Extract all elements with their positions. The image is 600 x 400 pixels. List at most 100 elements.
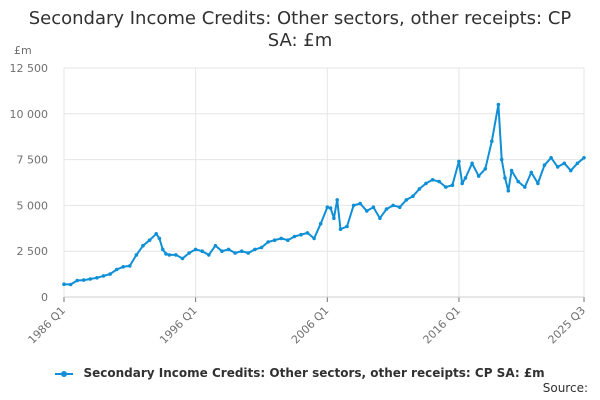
y-tick-label: 10 000: [10, 108, 49, 121]
data-point[interactable]: [266, 240, 270, 244]
data-point[interactable]: [470, 161, 474, 166]
data-point[interactable]: [141, 243, 145, 248]
data-point[interactable]: [430, 178, 435, 182]
data-point[interactable]: [450, 183, 455, 187]
data-point[interactable]: [371, 205, 376, 209]
data-point[interactable]: [569, 168, 573, 173]
data-point[interactable]: [286, 238, 290, 242]
data-point[interactable]: [193, 247, 198, 252]
source-label: Source:: [542, 381, 588, 395]
data-point[interactable]: [338, 227, 343, 231]
data-point[interactable]: [483, 167, 488, 171]
data-point[interactable]: [164, 252, 168, 256]
gridlines: [63, 67, 585, 298]
data-point[interactable]: [180, 256, 185, 261]
x-tick-label: 2006 Q1: [289, 304, 332, 347]
data-point[interactable]: [351, 203, 356, 208]
data-point[interactable]: [542, 163, 547, 167]
x-tick-label: 1996 Q1: [157, 304, 200, 347]
data-point[interactable]: [575, 161, 580, 166]
data-point[interactable]: [457, 159, 461, 164]
data-point[interactable]: [246, 251, 251, 255]
data-point[interactable]: [312, 236, 316, 241]
data-point[interactable]: [292, 234, 297, 239]
data-point[interactable]: [444, 185, 448, 189]
data-point[interactable]: [460, 181, 465, 186]
data-point[interactable]: [476, 174, 481, 178]
data-point[interactable]: [555, 165, 560, 169]
data-point[interactable]: [536, 181, 540, 186]
data-point[interactable]: [335, 198, 340, 202]
data-point[interactable]: [506, 188, 511, 193]
data-point[interactable]: [529, 170, 534, 175]
data-point[interactable]: [213, 243, 218, 248]
data-point[interactable]: [68, 282, 73, 287]
data-point[interactable]: [128, 264, 132, 268]
data-point[interactable]: [62, 282, 66, 287]
data-point[interactable]: [233, 251, 237, 255]
data-point[interactable]: [207, 253, 211, 257]
data-point[interactable]: [391, 203, 395, 208]
data-point[interactable]: [411, 194, 415, 198]
data-point[interactable]: [562, 161, 567, 166]
data-point[interactable]: [509, 168, 514, 173]
data-point[interactable]: [437, 179, 442, 184]
y-tick-label: 2 500: [17, 245, 49, 258]
data-point[interactable]: [496, 102, 501, 107]
data-point[interactable]: [503, 176, 507, 180]
data-point[interactable]: [299, 232, 303, 237]
data-point[interactable]: [332, 216, 336, 220]
data-point[interactable]: [516, 179, 520, 184]
x-axis: 1986 Q1 1996 Q1 2006 Q1 2016 Q1 2025 Q3: [26, 296, 588, 347]
data-point[interactable]: [279, 236, 284, 241]
data-point[interactable]: [499, 157, 504, 162]
data-point[interactable]: [147, 238, 152, 242]
data-point[interactable]: [582, 156, 586, 160]
data-point[interactable]: [463, 176, 468, 180]
data-point[interactable]: [157, 236, 162, 241]
data-point[interactable]: [272, 238, 277, 242]
chart-title-line-2: SA: £m: [267, 30, 333, 51]
data-point[interactable]: [318, 221, 323, 226]
data-point[interactable]: [490, 139, 494, 144]
data-point[interactable]: [384, 207, 389, 211]
legend[interactable]: Secondary Income Credits: Other sectors,…: [0, 366, 600, 380]
data-point[interactable]: [259, 245, 264, 250]
data-point[interactable]: [417, 187, 422, 191]
data-point[interactable]: [220, 249, 224, 253]
data-point[interactable]: [187, 251, 191, 255]
data-point[interactable]: [226, 247, 231, 252]
data-point[interactable]: [328, 206, 333, 210]
data-point[interactable]: [101, 274, 106, 278]
data-point[interactable]: [325, 205, 330, 209]
data-point[interactable]: [397, 205, 402, 209]
chart-title: Secondary Income Credits: Other sectors,…: [0, 8, 600, 52]
data-point[interactable]: [114, 267, 119, 272]
data-point[interactable]: [239, 249, 244, 253]
data-point[interactable]: [378, 216, 382, 220]
data-point[interactable]: [154, 232, 158, 236]
data-point[interactable]: [358, 201, 363, 206]
data-point[interactable]: [88, 277, 93, 281]
data-point[interactable]: [174, 253, 178, 257]
data-point[interactable]: [160, 247, 165, 252]
data-point[interactable]: [75, 278, 79, 283]
data-point[interactable]: [200, 249, 204, 253]
y-tick-label: 0: [41, 291, 48, 304]
legend-label: Secondary Income Credits: Other sectors,…: [83, 366, 545, 380]
data-point[interactable]: [424, 181, 428, 186]
data-point[interactable]: [108, 272, 112, 276]
data-point[interactable]: [121, 265, 125, 269]
data-point[interactable]: [549, 156, 553, 160]
data-point[interactable]: [95, 276, 99, 280]
data-point[interactable]: [523, 185, 527, 189]
data-point[interactable]: [167, 253, 172, 257]
data-point[interactable]: [81, 278, 86, 282]
data-point[interactable]: [345, 224, 349, 229]
data-point[interactable]: [253, 247, 257, 252]
data-point[interactable]: [305, 231, 310, 235]
data-point[interactable]: [365, 209, 369, 213]
data-point[interactable]: [134, 253, 139, 257]
data-point[interactable]: [404, 198, 409, 202]
